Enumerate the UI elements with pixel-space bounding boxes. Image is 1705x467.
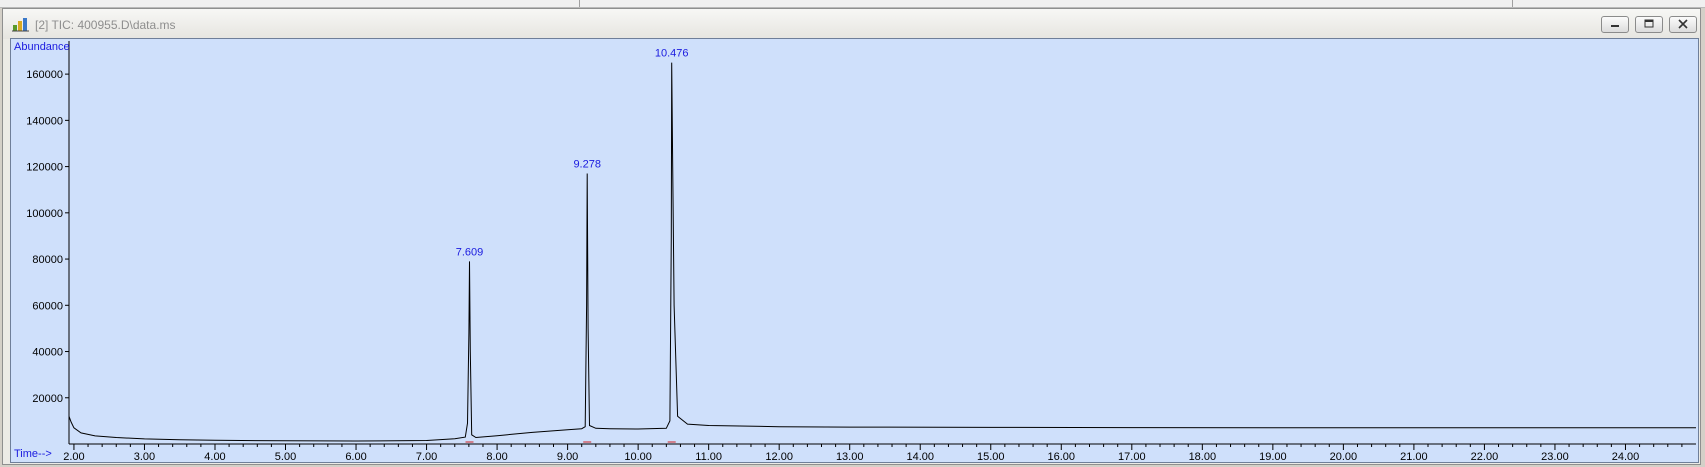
close-button[interactable] [1669,16,1697,33]
x-tick-label: 5.00 [275,451,296,463]
x-tick-label: 21.00 [1400,451,1428,463]
chromatogram-plot[interactable]: 20000 40000 60000 80000 100000 120000 140000 16… [10,38,1699,463]
x-tick-label: 10.00 [624,451,652,463]
x-tick-label: 22.00 [1471,451,1499,463]
x-tick-label: 12.00 [765,451,793,463]
x-tick-label: 4.00 [204,451,225,463]
peak-label: 9.278 [573,159,601,171]
parent-window-strip [0,0,1705,8]
x-tick-label: 18.00 [1189,451,1217,463]
x-tick-label: 19.00 [1259,451,1287,463]
peak-label: 7.609 [456,246,484,258]
x-tick-label: 8.00 [486,451,507,463]
minimize-icon [1611,25,1619,27]
y-tick-label: 80000 [32,254,63,266]
x-tick-label: 14.00 [906,451,934,463]
maximize-icon [1644,19,1654,28]
maximize-button[interactable] [1635,16,1663,33]
y-tick-label: 160000 [26,69,63,81]
window-titlebar[interactable]: [2] TIC: 400955.D\data.ms [3,9,1700,39]
x-axis-label: Time--> [14,448,52,460]
x-tick-label: 13.00 [836,451,864,463]
x-tick-label: 15.00 [977,451,1005,463]
y-axis-label: Abundance [14,41,70,53]
x-tick-label: 16.00 [1048,451,1076,463]
x-tick-label: 2.00 [63,451,84,463]
x-tick-label: 24.00 [1612,451,1640,463]
chromatogram-window[interactable]: [2] TIC: 400955.D\data.ms 20000 40000 6000… [2,8,1701,465]
minimize-button[interactable] [1601,16,1629,33]
window-title: [2] TIC: 400955.D\data.ms [35,18,176,32]
y-tick-label: 40000 [32,347,63,359]
y-tick-label: 100000 [26,208,63,220]
x-tick-label: 6.00 [345,451,366,463]
y-tick-label: 60000 [32,300,63,312]
x-tick-label: 11.00 [695,451,722,463]
x-tick-label: 7.00 [416,451,437,463]
chemstation-icon[interactable] [12,16,30,32]
tic-chart: 20000 40000 60000 80000 100000 120000 140000 16… [26,41,1696,463]
peak-label: 10.476 [655,48,689,60]
y-tick-label: 140000 [26,115,63,127]
y-tick-label: 20000 [32,393,63,405]
tic-trace [68,62,1696,442]
x-tick-label: 9.00 [557,451,578,463]
strip-divider [579,0,580,7]
y-tick-label: 120000 [26,162,63,174]
x-tick-label: 17.00 [1118,451,1146,463]
close-icon [1678,19,1688,29]
x-tick-label: 20.00 [1330,451,1358,463]
x-tick-label: 23.00 [1541,451,1569,463]
strip-divider [1512,0,1513,7]
x-tick-label: 3.00 [134,451,155,463]
